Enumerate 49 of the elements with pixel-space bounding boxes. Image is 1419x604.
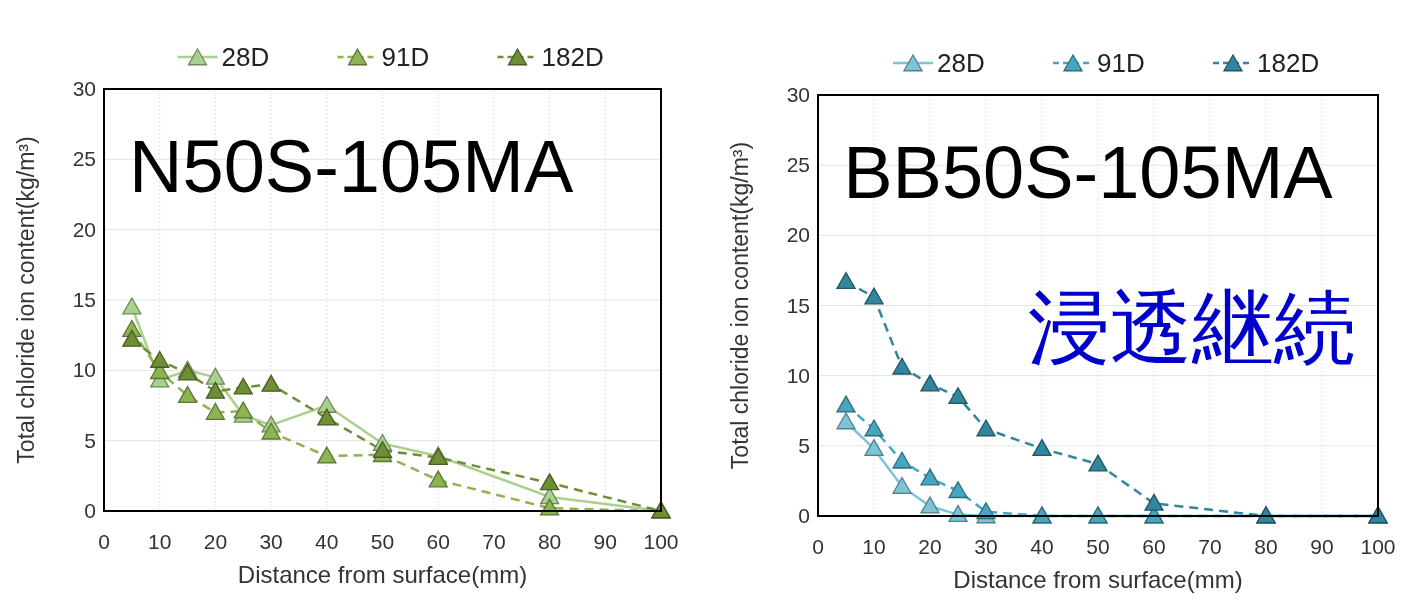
x-tick-label: 70 [1198,535,1222,558]
y-tick-label: 15 [786,293,810,317]
y-tick-label: 0 [798,504,810,527]
y-tick-label: 10 [786,363,810,387]
legend-label: 28D [221,42,270,72]
annotation: BB50S-105MA [843,131,1334,215]
y-tick-label: 30 [786,83,810,106]
x-tick-label: 40 [1030,535,1054,558]
legend-label: 182D [541,42,604,72]
x-axis-title: Distance from surface(mm) [953,566,1243,593]
x-tick-label: 30 [259,530,283,553]
y-tick-label: 25 [72,147,96,171]
annotation: N50S-105MA [129,125,574,209]
x-tick-label: 20 [203,530,228,553]
x-tick-label: 100 [1360,535,1396,558]
y-tick-label: 5 [84,428,96,452]
legend-label: 28D [937,48,985,78]
y-tick-label: 20 [72,217,96,241]
x-tick-label: 80 [537,530,562,553]
x-tick-label: 0 [98,530,110,553]
x-tick-label: 70 [482,530,506,553]
y-tick-label: 15 [72,288,96,311]
y-tick-label: 25 [786,153,810,177]
x-tick-label: 90 [593,530,617,553]
legend-label: 91D [1097,48,1145,78]
x-tick-label: 10 [148,530,172,553]
x-tick-label: 60 [426,530,450,553]
y-tick-label: 10 [72,358,96,382]
y-axis-title: Total chloride ion content(kg/m³) [13,136,39,464]
legend-label: 182D [1257,48,1320,78]
x-tick-label: 0 [812,535,824,558]
x-tick-label: 80 [1254,535,1278,558]
x-tick-label: 100 [643,530,679,553]
x-tick-label: 10 [862,535,886,558]
y-tick-label: 5 [798,433,810,457]
y-tick-label: 0 [84,499,96,522]
x-axis-title: Distance from surface(mm) [237,561,528,588]
y-tick-label: 30 [72,77,96,100]
annotation: 浸透継続 [1027,282,1356,374]
x-tick-label: 90 [1310,535,1334,558]
x-tick-label: 30 [974,535,998,558]
x-tick-label: 50 [370,530,395,553]
legend-label: 91D [381,42,430,72]
x-tick-label: 60 [1142,535,1166,558]
x-tick-label: 50 [1086,535,1110,558]
y-axis-title: Total chloride ion content(kg/m³) [727,141,753,470]
x-tick-label: 40 [315,530,339,553]
y-tick-label: 20 [786,223,810,247]
x-tick-label: 20 [918,535,942,558]
